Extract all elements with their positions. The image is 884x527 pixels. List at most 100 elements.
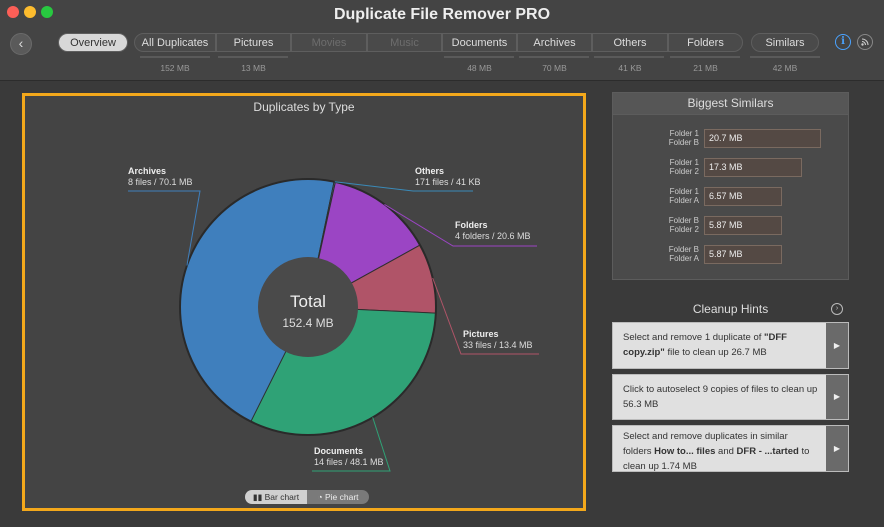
hint-arrow-button[interactable]: ▶ xyxy=(826,323,848,368)
callout-documents-detail: 14 files / 48.1 MB xyxy=(314,457,384,467)
play-arrow-icon: ▶ xyxy=(833,392,841,401)
play-arrow-icon: ▶ xyxy=(833,341,841,350)
leader-line-archives xyxy=(128,190,201,266)
tab-documents[interactable]: Documents xyxy=(442,33,517,52)
hint-text: Select and remove duplicates in similar … xyxy=(623,429,818,474)
pie-chart: Total 152.4 MB xyxy=(128,178,539,472)
similar-bar[interactable]: 17.3 MB xyxy=(704,158,802,177)
similar-label: Folder 1 Folder A xyxy=(633,187,699,205)
similar-folder-a: Folder B xyxy=(668,245,699,254)
hint-text: Click to autoselect 9 copies of files to… xyxy=(623,382,818,412)
similar-folder-b: Folder A xyxy=(669,254,699,263)
similar-bar[interactable]: 20.7 MB xyxy=(704,129,821,148)
back-button[interactable]: ‹ xyxy=(10,33,32,55)
similar-folder-b: Folder A xyxy=(669,196,699,205)
info-icon[interactable]: i xyxy=(835,34,851,50)
similar-size: 17.3 MB xyxy=(709,162,743,172)
bar-chart-button[interactable]: ▮▮ Bar chart xyxy=(245,490,307,504)
pie-outline xyxy=(179,178,437,436)
minimize-window-button[interactable] xyxy=(24,6,36,18)
pie-chart-label: Pie chart xyxy=(324,492,359,502)
callout-others-detail: 171 files / 41 KB xyxy=(415,177,481,187)
pie-center-value: 152.4 MB xyxy=(282,316,333,330)
similar-folder-b: Folder B xyxy=(668,138,699,147)
pie-chart-button[interactable]: ◔ Pie chart xyxy=(307,490,369,504)
hint-arrow-button[interactable]: ▶ xyxy=(826,375,848,419)
biggest-similars-panel: Biggest Similars Folder 1 Folder B 20.7 M… xyxy=(612,92,849,280)
tab-similars[interactable]: Similars xyxy=(751,33,819,52)
callout-others-name: Others xyxy=(415,166,445,176)
similar-folder-b: Folder 2 xyxy=(669,225,699,234)
similar-size: 6.57 MB xyxy=(709,191,743,201)
tab-size-pictures: 13 MB xyxy=(241,63,266,73)
hint-text-part: Click to autoselect 9 copies of files to… xyxy=(623,384,818,410)
leader-line-folders xyxy=(384,203,537,247)
bar-chart-icon: ▮▮ xyxy=(252,492,265,502)
hint-text-part: and xyxy=(715,446,737,457)
pie-center-label: Total xyxy=(290,292,326,311)
tab-overview[interactable]: Overview xyxy=(58,33,128,52)
hint-text-bold: How to... files xyxy=(654,446,716,457)
similar-label: Folder 1 Folder 2 xyxy=(633,158,699,176)
callout-pictures: Pictures 33 files / 13.4 MB xyxy=(463,329,533,351)
tab-size-similars: 42 MB xyxy=(772,63,798,73)
play-arrow-icon: ▶ xyxy=(833,444,841,453)
leader-line-pictures xyxy=(432,277,539,355)
similar-bar[interactable]: 5.87 MB xyxy=(704,216,782,235)
hint-arrow-button[interactable]: ▶ xyxy=(826,426,848,471)
leader-line-others xyxy=(334,181,473,192)
similar-label: Folder B Folder 2 xyxy=(633,216,699,234)
similar-folder-b: Folder 2 xyxy=(669,167,699,176)
similar-size: 5.87 MB xyxy=(709,249,743,259)
cleanup-hint-card[interactable]: Click to autoselect 9 copies of files to… xyxy=(612,374,849,420)
hint-text-part: Select and remove 1 duplicate of xyxy=(623,332,765,343)
chevron-right-icon[interactable]: › xyxy=(831,303,843,315)
chart-title: Duplicates by Type xyxy=(253,100,355,114)
zoom-window-button[interactable] xyxy=(41,6,53,18)
tab-underline xyxy=(670,56,740,58)
tab-underline xyxy=(519,56,589,58)
cleanup-hint-card[interactable]: Select and remove duplicates in similar … xyxy=(612,425,849,472)
tab-underline xyxy=(140,56,210,58)
tab-others[interactable]: Others xyxy=(592,33,668,52)
hint-text-bold: "DFF copy.zip" xyxy=(623,332,787,358)
hint-text-part: file to clean up 26.7 MB xyxy=(664,347,767,358)
hint-text-bold: DFR - ...tarted xyxy=(736,446,799,457)
callout-pictures-name: Pictures xyxy=(463,329,499,339)
tab-size-documents: 48 MB xyxy=(467,63,492,73)
tab-underline xyxy=(750,56,820,58)
cleanup-hints-title: Cleanup Hints xyxy=(692,302,769,316)
callout-archives: Archives 8 files / 70.1 MB xyxy=(128,166,193,188)
bar-chart-label: Bar chart xyxy=(264,492,300,502)
tab-size-all-duplicates: 152 MB xyxy=(160,63,190,73)
title-bar: Duplicate File Remover PRO xyxy=(0,0,884,30)
tab-size-folders: 21 MB xyxy=(693,63,718,73)
toolbar: ‹ Overview All Duplicates Pictures Movie… xyxy=(0,30,884,81)
tab-music: Music xyxy=(367,33,442,52)
pie-chart-icon: ◔ xyxy=(317,492,325,502)
similar-folder-a: Folder 1 xyxy=(669,158,699,167)
callout-documents-name: Documents xyxy=(314,446,364,456)
callout-folders-name: Folders xyxy=(455,220,488,230)
tab-pictures[interactable]: Pictures xyxy=(216,33,291,52)
similar-size: 5.87 MB xyxy=(709,220,743,230)
callout-archives-name: Archives xyxy=(128,166,167,176)
cleanup-hint-card[interactable]: Select and remove 1 duplicate of "DFF co… xyxy=(612,322,849,369)
tab-all-duplicates[interactable]: All Duplicates xyxy=(134,33,216,52)
hint-text-part: Select and remove duplicates in similar … xyxy=(623,431,788,457)
similar-folder-a: Folder B xyxy=(668,216,699,225)
app-title: Duplicate File Remover PRO xyxy=(333,6,551,23)
tab-underline xyxy=(444,56,514,58)
close-window-button[interactable] xyxy=(7,6,19,18)
tab-folders[interactable]: Folders xyxy=(668,33,743,52)
rss-icon[interactable] xyxy=(857,34,873,50)
similar-bar[interactable]: 6.57 MB xyxy=(704,187,782,206)
similar-bar[interactable]: 5.87 MB xyxy=(704,245,782,264)
leader-line-documents xyxy=(312,417,391,472)
tab-archives[interactable]: Archives xyxy=(517,33,592,52)
callout-folders-detail: 4 folders / 20.6 MB xyxy=(455,231,531,241)
hint-text-part: to clean up 1.74 MB xyxy=(623,446,810,472)
hint-text: Select and remove 1 duplicate of "DFF co… xyxy=(623,330,818,360)
similar-folder-a: Folder 1 xyxy=(669,129,699,138)
tab-size-archives: 70 MB xyxy=(542,63,567,73)
